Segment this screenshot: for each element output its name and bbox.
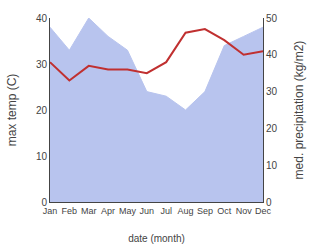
svg-text:Mar: Mar (81, 206, 97, 216)
svg-text:30: 30 (266, 86, 278, 97)
svg-text:date (month): date (month) (128, 233, 185, 244)
svg-text:Jul: Jul (160, 206, 172, 216)
svg-text:Feb: Feb (62, 206, 78, 216)
svg-text:Apr: Apr (101, 206, 115, 216)
svg-text:med. precipitation (kg/m2): med. precipitation (kg/m2) (292, 41, 306, 180)
svg-text:50: 50 (266, 13, 278, 24)
svg-text:0: 0 (41, 197, 47, 208)
svg-text:20: 20 (36, 105, 48, 116)
svg-text:max temp (C): max temp (C) (5, 74, 19, 147)
svg-text:30: 30 (36, 59, 48, 70)
svg-text:Nov: Nov (236, 206, 253, 216)
svg-text:May: May (119, 206, 137, 216)
svg-text:20: 20 (266, 123, 278, 134)
svg-text:Oct: Oct (217, 206, 232, 216)
svg-text:Sep: Sep (197, 206, 213, 216)
svg-text:10: 10 (266, 160, 278, 171)
svg-text:40: 40 (266, 49, 278, 60)
svg-text:Aug: Aug (178, 206, 194, 216)
svg-text:Dec: Dec (255, 206, 272, 216)
svg-text:40: 40 (36, 13, 48, 24)
svg-text:10: 10 (36, 151, 48, 162)
svg-text:Jun: Jun (140, 206, 155, 216)
svg-text:0: 0 (266, 197, 272, 208)
svg-text:Jan: Jan (43, 206, 58, 216)
